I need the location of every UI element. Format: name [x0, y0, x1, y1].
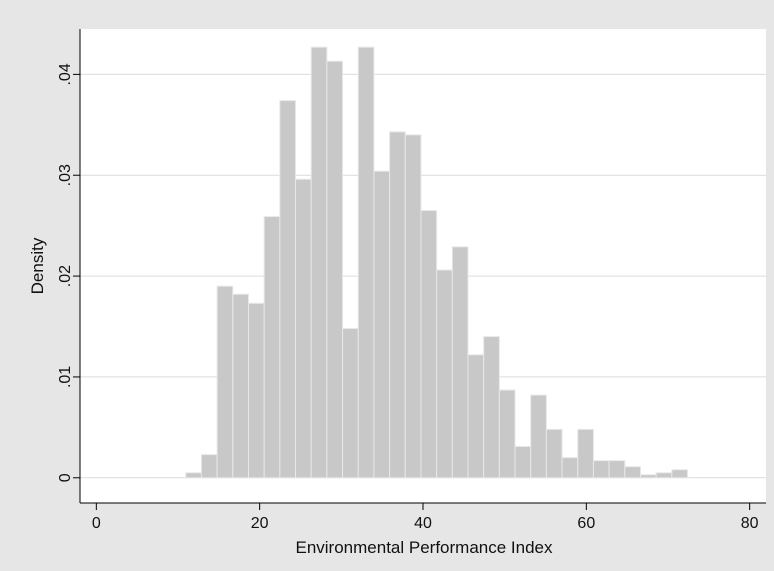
- histogram-bar: [483, 336, 500, 479]
- x-tick-label: 0: [92, 515, 101, 532]
- histogram-bar: [530, 394, 547, 479]
- histogram-bar: [420, 210, 438, 479]
- y-axis-ticks: 0 .01 .02 .03 .04: [57, 63, 80, 482]
- histogram-bar: [310, 46, 328, 479]
- x-tick-label: 40: [414, 515, 432, 532]
- histogram-bar: [200, 454, 218, 479]
- y-tick-label: .01: [57, 366, 74, 388]
- bars: [185, 46, 689, 479]
- histogram-bar: [514, 446, 532, 479]
- histogram-bar: [671, 469, 689, 479]
- histogram-bar: [263, 216, 281, 479]
- histogram-bar: [577, 428, 594, 479]
- y-tick-label: .02: [57, 265, 74, 287]
- histogram-bar: [247, 302, 265, 479]
- histogram-bar: [373, 170, 391, 479]
- histogram-bar: [216, 285, 234, 479]
- y-tick-label: 0: [57, 473, 74, 482]
- y-tick-label: .03: [57, 164, 74, 186]
- histogram-bar: [624, 466, 641, 479]
- histogram-bar: [467, 354, 485, 479]
- x-axis-ticks: 0 20 40 60 80: [92, 503, 759, 532]
- histogram-bar: [561, 457, 579, 479]
- histogram-bar: [655, 472, 673, 479]
- y-axis-label: Density: [28, 237, 47, 294]
- histogram-bar: [404, 134, 422, 479]
- histogram-bar: [639, 474, 657, 479]
- x-tick-label: 20: [251, 515, 269, 532]
- histogram-bar: [545, 428, 563, 479]
- histogram-bar: [357, 46, 375, 479]
- histogram-bar: [342, 328, 359, 479]
- histogram-bar: [608, 460, 626, 479]
- histogram-bar: [232, 293, 249, 479]
- y-tick-label: .04: [57, 63, 74, 85]
- histogram-bar: [592, 460, 610, 479]
- x-tick-label: 80: [741, 515, 759, 532]
- histogram-bar: [451, 246, 469, 479]
- histogram-bar: [185, 472, 202, 479]
- x-tick-label: 60: [577, 515, 595, 532]
- histogram-bar: [326, 60, 344, 479]
- histogram-bar: [436, 269, 453, 479]
- x-axis-label: Environmental Performance Index: [295, 538, 553, 557]
- histogram-bar: [389, 131, 406, 479]
- histogram-bar: [295, 178, 312, 479]
- histogram-bar: [498, 389, 516, 479]
- histogram-bar: [279, 100, 297, 479]
